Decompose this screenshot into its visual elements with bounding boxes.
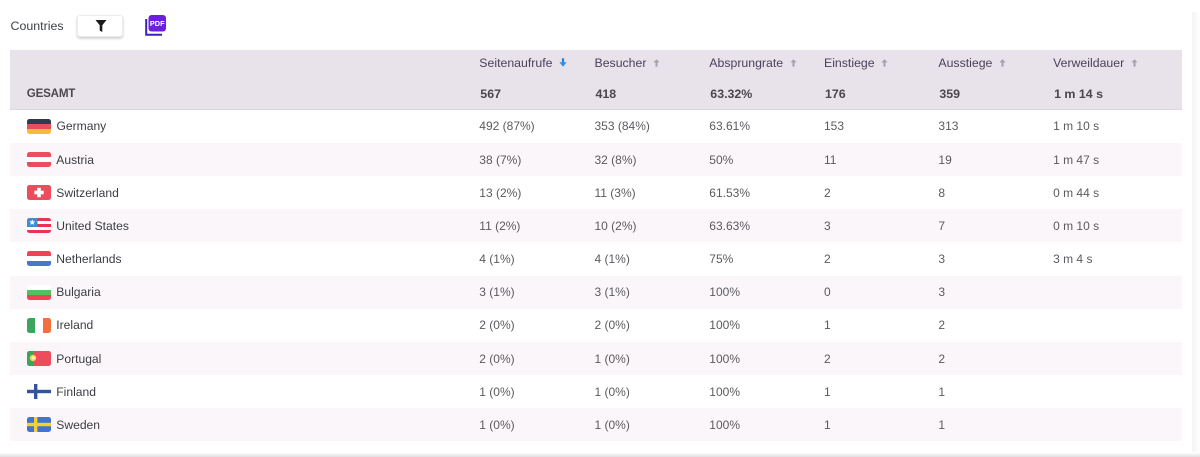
svg-text:PDF: PDF [150, 19, 165, 28]
